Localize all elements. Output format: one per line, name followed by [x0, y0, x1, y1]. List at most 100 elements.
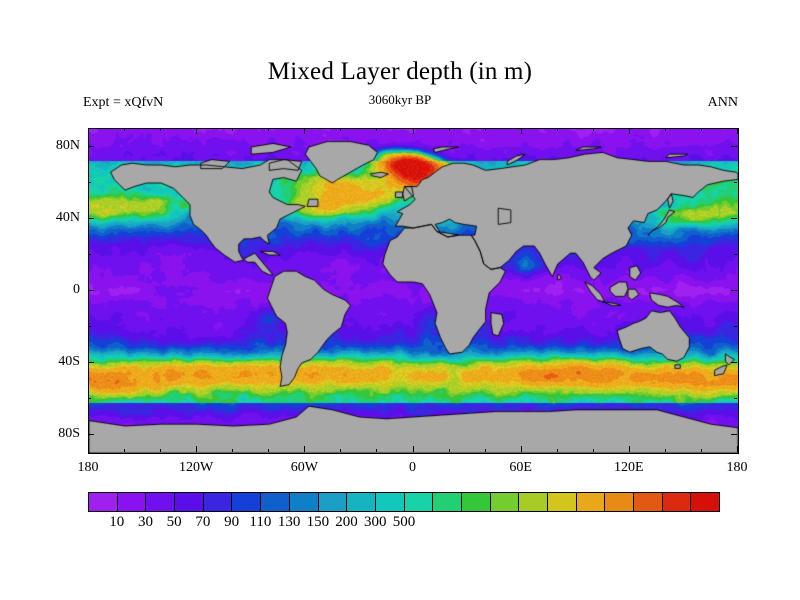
x-axis-minor-tick: [700, 449, 702, 452]
colorbar-swatch: [605, 493, 635, 511]
colorbar-swatch: [433, 493, 462, 511]
colorbar-tick-label: 70: [195, 514, 211, 530]
x-axis-minor-tick: [592, 128, 594, 131]
y-axis-minor-tick: [734, 254, 737, 255]
y-axis-tick: [731, 218, 737, 219]
x-axis-tick: [737, 446, 738, 452]
y-axis-label: 80N: [55, 138, 80, 153]
y-axis-tick: [731, 290, 737, 291]
colorbar-swatch: [490, 493, 520, 511]
colorbar-tick-label: 10: [109, 514, 125, 530]
x-axis-label: 180: [77, 460, 99, 475]
x-axis-tick: [628, 446, 630, 452]
y-axis-label: 40S: [58, 354, 80, 369]
y-axis-tick: [731, 434, 737, 435]
x-axis-minor-tick: [160, 128, 162, 131]
x-axis-tick: [520, 128, 522, 134]
x-axis-minor-tick: [484, 449, 486, 452]
x-axis-minor-tick: [664, 449, 666, 452]
y-axis-minor-tick: [734, 398, 737, 399]
y-axis-label: 0: [73, 282, 80, 297]
y-axis-minor-tick: [88, 182, 91, 183]
x-axis-minor-tick: [448, 449, 450, 452]
subtitle: 3060kyr BP: [368, 92, 432, 107]
x-axis-minor-tick: [376, 128, 378, 131]
y-axis-tick: [731, 362, 737, 363]
x-axis-label: 60E: [509, 460, 532, 475]
x-axis-tick: [304, 446, 306, 452]
colorbar-swatch: [461, 493, 491, 511]
page-title: Mixed Layer depth (in m): [267, 58, 533, 85]
x-axis-minor-tick: [700, 128, 702, 131]
x-axis-minor-tick: [556, 449, 558, 452]
y-axis-minor-tick: [88, 254, 91, 255]
colorbar-tick-label: 50: [166, 514, 182, 530]
y-axis-tick: [88, 146, 94, 147]
colorbar-swatch: [347, 493, 376, 511]
x-axis-tick: [412, 446, 414, 452]
y-axis-minor-tick: [734, 182, 737, 183]
x-axis-tick: [628, 128, 630, 134]
x-axis-minor-tick: [376, 449, 378, 452]
colorbar: 10 30 50 70 90 110 130 150 200 300 500: [88, 492, 720, 530]
colorbar-swatch: [691, 493, 720, 511]
colorbar-swatch: [519, 493, 548, 511]
map-plot-area: [88, 128, 739, 454]
x-axis-minor-tick: [124, 449, 126, 452]
colorbar-tick-label: 300: [364, 514, 387, 530]
colorbar-tick-label: 500: [392, 514, 416, 530]
x-axis-minor-tick: [232, 449, 234, 452]
colorbar-swatch: [576, 493, 606, 511]
x-axis-minor-tick: [664, 128, 666, 131]
y-axis-minor-tick: [734, 326, 737, 327]
y-axis-label: 40N: [55, 210, 80, 225]
x-axis-tick: [196, 446, 198, 452]
x-axis-minor-tick: [556, 128, 558, 131]
colorbar-tick-label: 90: [224, 514, 240, 530]
x-axis-tick: [520, 446, 522, 452]
x-axis-tick: [88, 128, 89, 134]
x-axis-label: 60W: [290, 460, 318, 475]
x-axis-tick: [304, 128, 306, 134]
x-axis-minor-tick: [232, 128, 234, 131]
x-axis-tick: [88, 446, 89, 452]
y-axis-minor-tick: [88, 398, 91, 399]
colorbar-swatch: [175, 493, 204, 511]
x-axis-label: 0: [409, 460, 416, 475]
colorbar-tick-label: 200: [335, 514, 358, 530]
y-axis-label: 80S: [58, 426, 80, 441]
y-axis-tick: [88, 362, 94, 363]
x-axis-minor-tick: [124, 128, 126, 131]
x-axis-minor-tick: [160, 449, 162, 452]
x-axis-minor-tick: [484, 128, 486, 131]
x-axis-minor-tick: [268, 449, 270, 452]
colorbar-swatch: [548, 493, 577, 511]
colorbar-tick-label: 150: [306, 514, 330, 530]
season-label: ANN: [707, 95, 738, 110]
colorbar-swatch: [289, 493, 319, 511]
colorbar-tick-label: 30: [137, 514, 153, 530]
x-axis-label: 180: [726, 460, 748, 475]
x-axis-minor-tick: [448, 128, 450, 131]
colorbar-swatch: [203, 493, 233, 511]
x-axis-tick: [737, 128, 738, 134]
colorbar-swatch: [146, 493, 176, 511]
experiment-label: Expt = xQfvN: [83, 95, 164, 110]
x-axis-minor-tick: [592, 449, 594, 452]
colorbar-swatch: [634, 493, 663, 511]
x-axis-minor-tick: [340, 128, 342, 131]
colorbar-swatch: [375, 493, 405, 511]
y-axis-tick: [88, 218, 94, 219]
colorbar-swatch: [89, 493, 118, 511]
colorbar-swatch: [117, 493, 147, 511]
y-axis-tick: [88, 290, 94, 291]
colorbar-swatches: [88, 492, 720, 512]
x-axis-tick: [196, 128, 198, 134]
x-axis-label: 120W: [179, 460, 214, 475]
colorbar-swatch: [232, 493, 262, 511]
colorbar-swatch: [318, 493, 348, 511]
colorbar-swatch: [261, 493, 290, 511]
x-axis-tick: [412, 128, 414, 134]
mixed-layer-depth-heatmap: [89, 129, 738, 453]
colorbar-tick-label: 130: [277, 514, 301, 530]
